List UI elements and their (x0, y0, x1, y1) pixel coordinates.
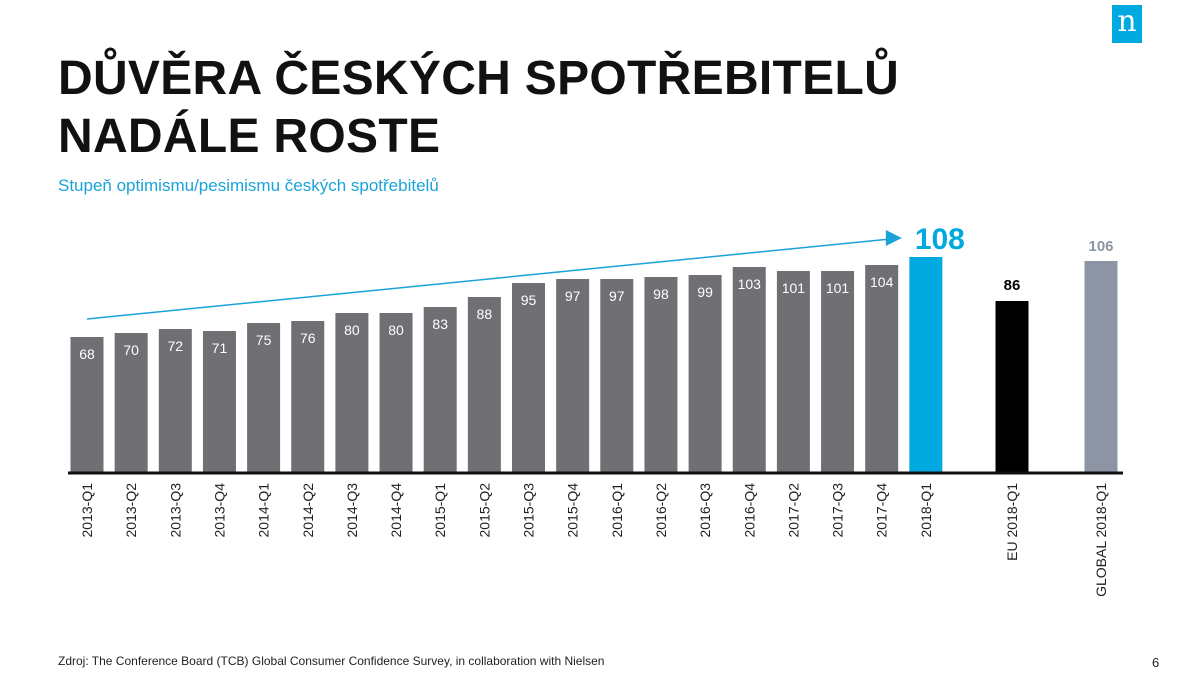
category-label: 2013-Q4 (211, 483, 227, 538)
value-label: 68 (79, 346, 95, 362)
bar-2016-q2 (644, 277, 678, 473)
bar-global-2018-q1 (1084, 261, 1118, 473)
value-label: 71 (212, 340, 228, 356)
value-label: 98 (653, 286, 669, 302)
source-note: Zdroj: The Conference Board (TCB) Global… (58, 654, 605, 668)
value-label: 76 (300, 330, 316, 346)
value-label: 103 (738, 276, 762, 292)
value-label: 80 (344, 322, 360, 338)
value-label: 108 (915, 223, 965, 256)
bar-2013-q2 (114, 333, 148, 473)
value-label: 106 (1088, 238, 1113, 255)
bar-chart: 68 2013-Q1 70 2013-Q2 72 2013-Q3 71 2013-Q4 75 20… (68, 223, 1123, 597)
bar-2016-q4 (732, 267, 766, 473)
bar-2015-q4 (556, 279, 590, 473)
value-label: 86 (1004, 277, 1021, 294)
category-label: 2015-Q1 (432, 483, 448, 538)
category-label: 2014-Q4 (388, 483, 404, 538)
value-label: 88 (477, 306, 493, 322)
category-label: EU 2018-Q1 (1004, 483, 1020, 561)
category-label: 2015-Q3 (521, 483, 537, 538)
category-label: 2013-Q2 (123, 483, 139, 538)
value-label: 101 (826, 280, 850, 296)
value-label: 99 (697, 284, 713, 300)
bar-2018-q1 (909, 257, 943, 473)
bar-2014-q2 (291, 321, 325, 473)
bar-2013-q4 (202, 331, 236, 473)
bar-2014-q3 (335, 313, 369, 473)
category-label: 2014-Q2 (300, 483, 316, 538)
title-line-2: NADÁLE ROSTE (58, 110, 441, 163)
trend-arrow-head (885, 230, 902, 246)
bar-2017-q4 (865, 265, 899, 473)
category-label: 2014-Q3 (344, 483, 360, 538)
category-label: 2016-Q3 (697, 483, 713, 538)
bar-eu-2018-q1 (995, 301, 1029, 473)
category-label: 2015-Q4 (565, 483, 581, 538)
page-title: DŮVĚRA ČESKÝCH SPOTŘEBITELŮ NADÁLE ROSTE (58, 50, 899, 166)
bar-2015-q2 (467, 297, 501, 473)
value-label: 97 (565, 288, 581, 304)
category-label: 2015-Q2 (476, 483, 492, 538)
bar-2016-q1 (600, 279, 634, 473)
page-number: 6 (1152, 655, 1160, 670)
bar-2016-q3 (688, 275, 722, 473)
category-label: 2017-Q4 (874, 483, 890, 538)
value-label: 83 (432, 316, 448, 332)
category-label: 2017-Q3 (830, 483, 846, 538)
category-label: GLOBAL 2018-Q1 (1093, 483, 1109, 597)
category-label: 2013-Q3 (167, 483, 183, 538)
value-label: 80 (388, 322, 404, 338)
category-label: 2016-Q4 (741, 483, 757, 538)
value-label: 95 (521, 292, 537, 308)
chart-subtitle: Stupeň optimismu/pesimismu českých spotř… (58, 176, 439, 195)
bar-2015-q1 (423, 307, 457, 473)
bar-2017-q2 (776, 271, 810, 473)
value-label: 75 (256, 332, 272, 348)
bar-2015-q3 (512, 283, 545, 473)
bar-2014-q1 (247, 323, 281, 473)
value-label: 97 (609, 288, 625, 304)
bar-2017-q3 (821, 271, 855, 473)
value-label: 72 (168, 338, 184, 354)
category-label: 2013-Q1 (79, 483, 95, 538)
category-label: 2016-Q1 (609, 483, 625, 538)
category-label: 2017-Q2 (785, 483, 801, 538)
bar-2013-q1 (70, 337, 104, 473)
bar-2014-q4 (379, 313, 413, 473)
category-label: 2016-Q2 (653, 483, 669, 538)
value-label: 70 (123, 342, 139, 358)
bar-2013-q3 (158, 329, 192, 473)
category-label: 2014-Q1 (256, 483, 272, 538)
value-label: 104 (870, 274, 894, 290)
category-label: 2018-Q1 (918, 483, 934, 538)
nielsen-logo: n (1112, 5, 1142, 43)
trend-arrow-line (86, 238, 888, 320)
value-label: 101 (782, 280, 806, 296)
title-line-1: DŮVĚRA ČESKÝCH SPOTŘEBITELŮ (58, 52, 900, 105)
